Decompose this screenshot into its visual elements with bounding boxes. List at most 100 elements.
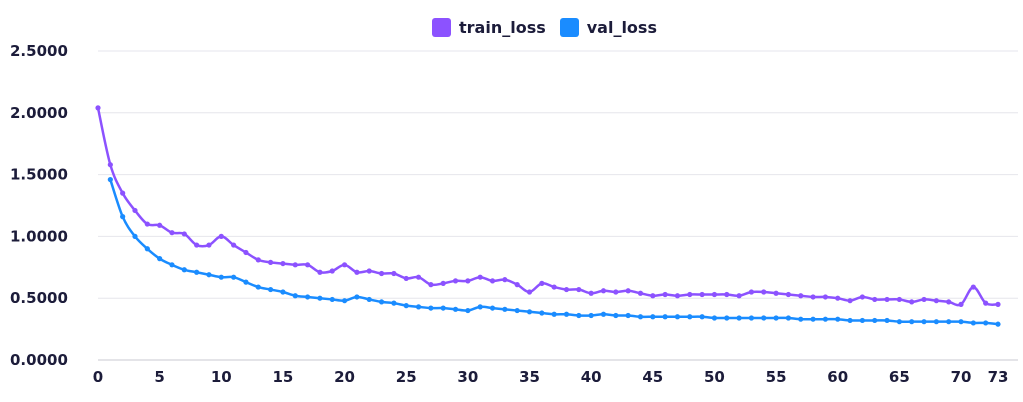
- point-val-loss[interactable]: [748, 315, 755, 321]
- point-train-loss[interactable]: [403, 275, 409, 282]
- point-val-loss[interactable]: [526, 309, 533, 315]
- point-val-loss[interactable]: [600, 311, 607, 317]
- point-train-loss[interactable]: [280, 260, 286, 267]
- point-train-loss[interactable]: [120, 190, 126, 196]
- point-val-loss[interactable]: [662, 314, 668, 320]
- point-val-loss[interactable]: [625, 312, 631, 319]
- point-val-loss[interactable]: [822, 316, 828, 322]
- point-train-loss[interactable]: [761, 289, 767, 295]
- point-val-loss[interactable]: [650, 314, 656, 320]
- point-train-loss[interactable]: [711, 291, 718, 298]
- point-train-loss[interactable]: [526, 289, 533, 295]
- point-train-loss[interactable]: [489, 278, 496, 284]
- point-val-loss[interactable]: [921, 319, 927, 325]
- point-val-loss[interactable]: [909, 319, 915, 325]
- point-train-loss[interactable]: [181, 231, 187, 237]
- point-train-loss[interactable]: [995, 301, 1001, 307]
- point-train-loss[interactable]: [946, 299, 952, 305]
- point-train-loss[interactable]: [514, 282, 520, 288]
- point-train-loss[interactable]: [748, 289, 755, 295]
- point-val-loss[interactable]: [477, 304, 483, 310]
- point-train-loss[interactable]: [785, 291, 792, 298]
- point-val-loss[interactable]: [231, 274, 237, 280]
- point-val-loss[interactable]: [872, 317, 878, 324]
- point-train-loss[interactable]: [378, 270, 385, 277]
- point-train-loss[interactable]: [366, 268, 372, 274]
- point-train-loss[interactable]: [354, 269, 360, 275]
- point-train-loss[interactable]: [872, 296, 878, 303]
- point-val-loss[interactable]: [896, 319, 902, 325]
- point-val-loss[interactable]: [169, 262, 175, 268]
- point-train-loss[interactable]: [255, 257, 261, 263]
- point-val-loss[interactable]: [933, 319, 939, 325]
- point-val-loss[interactable]: [144, 246, 150, 252]
- point-train-loss[interactable]: [157, 222, 163, 228]
- point-train-loss[interactable]: [699, 291, 705, 298]
- point-val-loss[interactable]: [946, 319, 952, 325]
- point-train-loss[interactable]: [206, 242, 212, 248]
- point-train-loss[interactable]: [539, 280, 545, 286]
- point-train-loss[interactable]: [933, 298, 939, 304]
- point-train-loss[interactable]: [551, 284, 557, 290]
- point-val-loss[interactable]: [181, 267, 187, 273]
- point-val-loss[interactable]: [637, 314, 644, 320]
- point-val-loss[interactable]: [403, 303, 409, 309]
- point-val-loss[interactable]: [514, 307, 520, 314]
- point-train-loss[interactable]: [391, 270, 397, 277]
- point-val-loss[interactable]: [785, 315, 792, 321]
- point-val-loss[interactable]: [588, 312, 594, 319]
- point-train-loss[interactable]: [958, 301, 964, 307]
- point-train-loss[interactable]: [884, 296, 890, 303]
- point-val-loss[interactable]: [243, 279, 249, 285]
- point-val-loss[interactable]: [687, 314, 693, 320]
- point-val-loss[interactable]: [107, 176, 113, 183]
- point-val-loss[interactable]: [847, 317, 853, 324]
- point-train-loss[interactable]: [773, 290, 779, 296]
- point-train-loss[interactable]: [983, 300, 989, 306]
- point-train-loss[interactable]: [822, 294, 828, 300]
- point-val-loss[interactable]: [354, 294, 360, 300]
- point-train-loss[interactable]: [736, 293, 742, 299]
- point-val-loss[interactable]: [576, 312, 582, 319]
- point-train-loss[interactable]: [724, 291, 730, 298]
- point-train-loss[interactable]: [415, 274, 422, 280]
- point-val-loss[interactable]: [958, 319, 964, 325]
- point-val-loss[interactable]: [983, 320, 989, 326]
- point-val-loss[interactable]: [415, 304, 422, 310]
- point-train-loss[interactable]: [428, 282, 434, 288]
- point-train-loss[interactable]: [835, 295, 841, 301]
- point-val-loss[interactable]: [884, 317, 890, 324]
- point-val-loss[interactable]: [366, 296, 372, 303]
- point-val-loss[interactable]: [736, 315, 742, 321]
- point-train-loss[interactable]: [231, 242, 237, 248]
- point-train-loss[interactable]: [169, 230, 175, 236]
- point-val-loss[interactable]: [563, 311, 570, 317]
- point-val-loss[interactable]: [120, 214, 126, 220]
- point-val-loss[interactable]: [465, 307, 471, 314]
- point-val-loss[interactable]: [502, 306, 508, 312]
- point-val-loss[interactable]: [995, 321, 1001, 327]
- point-train-loss[interactable]: [95, 105, 101, 111]
- point-train-loss[interactable]: [859, 294, 865, 300]
- point-train-loss[interactable]: [674, 293, 681, 299]
- point-train-loss[interactable]: [970, 284, 976, 290]
- point-train-loss[interactable]: [847, 298, 853, 304]
- point-val-loss[interactable]: [218, 274, 224, 280]
- point-train-loss[interactable]: [132, 207, 138, 214]
- point-val-loss[interactable]: [317, 295, 323, 301]
- point-val-loss[interactable]: [329, 296, 335, 303]
- point-val-loss[interactable]: [391, 300, 397, 306]
- point-val-loss[interactable]: [859, 317, 865, 324]
- point-train-loss[interactable]: [600, 288, 607, 294]
- point-train-loss[interactable]: [440, 280, 446, 286]
- point-train-loss[interactable]: [341, 262, 348, 268]
- point-train-loss[interactable]: [650, 293, 656, 299]
- legend-item-val-loss[interactable]: val_loss: [559, 18, 657, 37]
- point-val-loss[interactable]: [132, 233, 138, 239]
- point-train-loss[interactable]: [687, 291, 693, 298]
- point-train-loss[interactable]: [625, 288, 631, 294]
- point-train-loss[interactable]: [798, 293, 804, 299]
- point-train-loss[interactable]: [613, 289, 619, 295]
- point-train-loss[interactable]: [317, 269, 323, 275]
- legend-item-train-loss[interactable]: train_loss: [432, 18, 546, 37]
